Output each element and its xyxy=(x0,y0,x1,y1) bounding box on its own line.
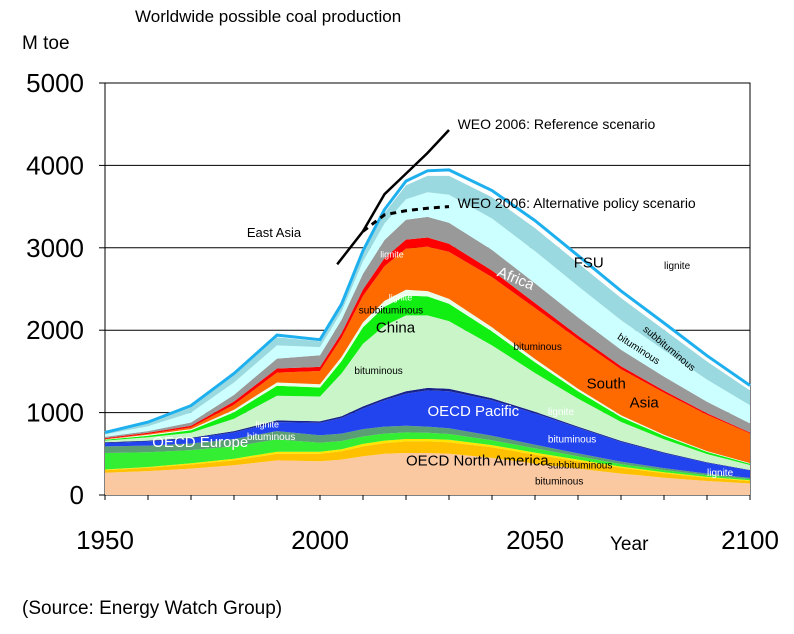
annotation-label-12: China xyxy=(376,320,416,337)
annotation-label-17: OECD Pacific xyxy=(428,403,520,420)
annotation-label-25: bituminous xyxy=(535,476,583,487)
annotation-label-6: FSU xyxy=(574,255,604,272)
annotation-label-2: WEO 2006: Alternative policy scenario xyxy=(458,195,696,211)
annotation-label-21: lignite xyxy=(256,419,280,429)
annotation-label-10: lignite xyxy=(389,293,413,303)
area-fsu-subbituminous xyxy=(105,175,750,435)
scenario-line-2 xyxy=(362,205,450,233)
y-tick-label-4000: 4000 xyxy=(26,150,84,180)
y-axis-unit: M toe xyxy=(22,33,70,54)
annotation-label-18: lignite xyxy=(548,407,575,418)
annotation-label-15: South xyxy=(587,376,626,393)
y-tick-label-2000: 2000 xyxy=(26,315,84,345)
annotation-label-22: bituminous xyxy=(247,432,295,443)
area-oecd-north-america-subbituminous xyxy=(105,441,750,484)
x-tick-label-1950: 1950 xyxy=(76,525,134,555)
annotation-label-23: OECD North America xyxy=(406,452,549,469)
x-tick-label-2100: 2100 xyxy=(721,525,779,555)
area-oecd-europe-lignite xyxy=(105,425,750,480)
area-china-bituminous xyxy=(105,315,750,470)
annotation-label-13: bituminous xyxy=(354,366,402,377)
total-outline xyxy=(104,168,751,434)
area-oecd-north-america-bituminous xyxy=(105,453,750,495)
area-south-asia-bituminous xyxy=(105,246,750,464)
annotation-label-20: OECD Europe xyxy=(152,434,248,451)
annotation-label-14: bituminous xyxy=(514,342,562,353)
x-tick-label-2050: 2050 xyxy=(506,525,564,555)
annotation-label-19: bituminous xyxy=(548,434,596,445)
annotation-label-3: East Asia xyxy=(247,225,302,240)
annotation-label-7: lignite xyxy=(664,261,691,272)
annotation-label-1: WEO 2006: Reference scenario xyxy=(458,116,656,132)
source-note: (Source: Energy Watch Group) xyxy=(22,598,283,619)
area-oecd-north-america-lignite xyxy=(105,439,750,481)
chart-title: Worldwide possible coal production xyxy=(135,7,402,26)
area-oecd-europe-bituminous xyxy=(105,432,750,481)
y-tick-label-3000: 3000 xyxy=(26,233,84,263)
x-axis-label: Year xyxy=(610,534,649,555)
annotation-label-26: lignite xyxy=(707,468,734,479)
scenario-line-1 xyxy=(336,129,450,266)
x-tick-label-2000: 2000 xyxy=(291,525,349,555)
annotation-label-11: subbituminous xyxy=(359,306,423,317)
annotation-label-16: Asia xyxy=(630,395,660,412)
area-stack xyxy=(105,169,750,495)
y-tick-label-1000: 1000 xyxy=(26,398,84,428)
y-tick-label-0: 0 xyxy=(70,480,84,510)
annotation-label-4: lignite xyxy=(380,250,404,260)
annotation-label-24: subbituminous xyxy=(548,461,612,472)
y-tick-label-5000: 5000 xyxy=(26,68,84,98)
area-oecd-pacific-bituminous xyxy=(105,390,750,478)
